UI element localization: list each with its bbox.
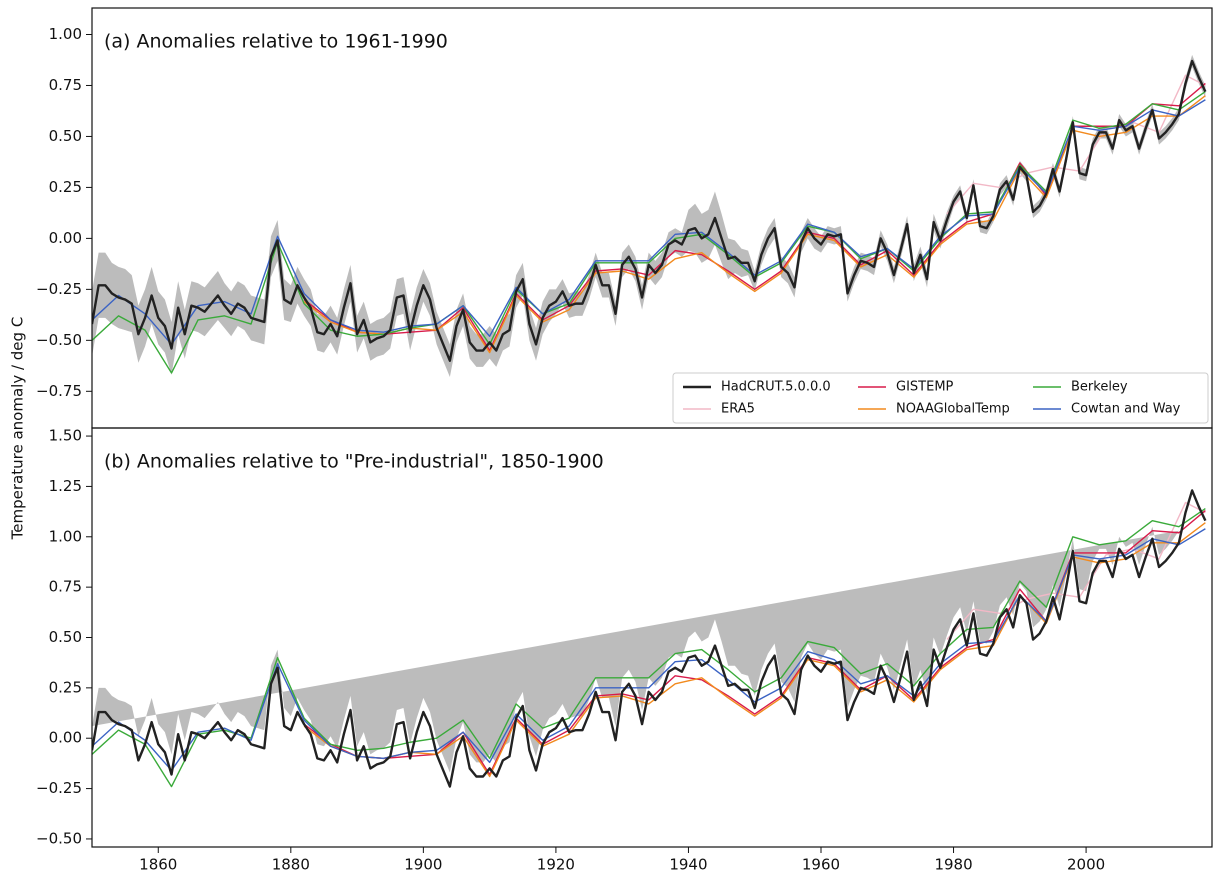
plot-frame xyxy=(91,427,1213,848)
plot-area xyxy=(92,489,1207,788)
legend-label: ERA5 xyxy=(721,402,755,417)
panel-title: (b) Anomalies relative to "Pre-industria… xyxy=(104,451,604,473)
y-tick-label: 1.00 xyxy=(49,527,82,545)
legend-label: GISTEMP xyxy=(896,380,954,395)
x-tick-label: 1860 xyxy=(139,856,177,874)
x-tick-label: 1920 xyxy=(537,856,575,874)
y-tick-label: 0.75 xyxy=(49,76,82,94)
y-tick-label: −0.25 xyxy=(36,280,82,298)
series-line xyxy=(303,82,1206,352)
y-tick-label: 0.50 xyxy=(49,628,82,646)
x-tick-label: 1980 xyxy=(934,856,972,874)
y-tick-label: 0.00 xyxy=(49,229,82,247)
y-tick-label: −0.50 xyxy=(36,829,82,847)
y-axis-label: Temperature anomaly / deg C xyxy=(9,317,27,541)
y-tick-label: −0.75 xyxy=(36,382,82,400)
legend-label: Berkeley xyxy=(1071,380,1128,395)
y-tick-label: −0.25 xyxy=(36,779,82,797)
series-line xyxy=(92,507,1206,788)
y-tick-label: 0.25 xyxy=(49,678,82,696)
y-tick-label: −0.50 xyxy=(36,331,82,349)
y-tick-label: 0.25 xyxy=(49,178,82,196)
legend-label: Cowtan and Way xyxy=(1071,402,1181,417)
y-tick-label: 0.75 xyxy=(49,578,82,596)
plot-frame xyxy=(91,7,1213,429)
y-tick-label: 1.00 xyxy=(49,25,82,43)
legend-label: HadCRUT.5.0.0.0 xyxy=(721,380,831,395)
uncertainty-band xyxy=(92,526,1179,773)
y-tick-label: 0.50 xyxy=(49,127,82,145)
x-tick-label: 1900 xyxy=(404,856,442,874)
x-tick-label: 1880 xyxy=(272,856,310,874)
plot-area xyxy=(92,54,1207,378)
y-tick-label: 1.50 xyxy=(49,427,82,445)
x-tick-label: 1940 xyxy=(669,856,707,874)
uncertainty-band xyxy=(92,54,1206,378)
y-tick-label: 1.25 xyxy=(49,477,82,495)
series-line xyxy=(92,489,1207,788)
legend-box xyxy=(672,372,1209,424)
y-tick-label: 0.00 xyxy=(49,729,82,747)
x-tick-label: 1960 xyxy=(802,856,840,874)
x-tick-label: 2000 xyxy=(1067,856,1105,874)
legend-label: NOAAGlobalTemp xyxy=(896,402,1010,417)
series-line xyxy=(92,59,1207,362)
panel-title: (a) Anomalies relative to 1961-1990 xyxy=(104,31,448,53)
